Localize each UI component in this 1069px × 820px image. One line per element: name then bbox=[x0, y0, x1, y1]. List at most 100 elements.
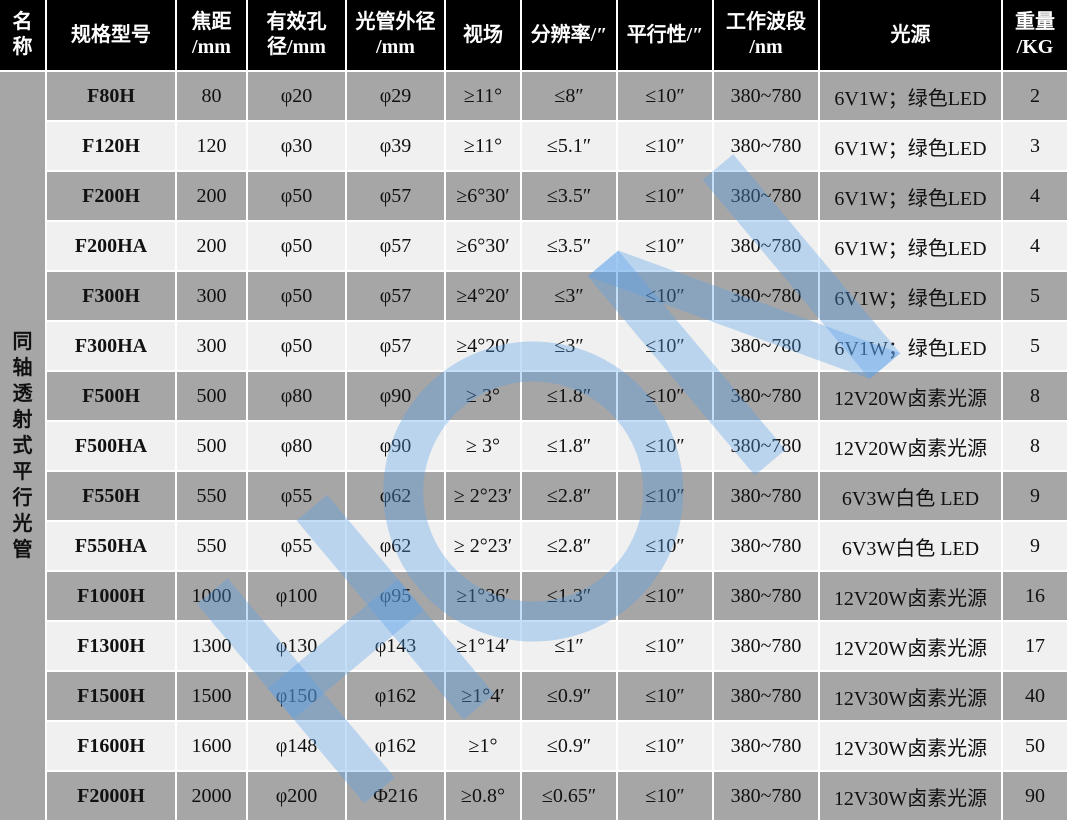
cell-parallelism: ≤10″ bbox=[618, 122, 712, 170]
cell-model: F2000H bbox=[47, 772, 175, 820]
cell-weight: 16 bbox=[1003, 572, 1067, 620]
cell-model: F550H bbox=[47, 472, 175, 520]
cell-focal-length: 200 bbox=[177, 172, 246, 220]
cell-weight: 5 bbox=[1003, 272, 1067, 320]
cell-model: F300H bbox=[47, 272, 175, 320]
cell-resolution: ≤1.3″ bbox=[522, 572, 616, 620]
cell-model: F80H bbox=[47, 72, 175, 120]
cell-resolution: ≤2.8″ bbox=[522, 522, 616, 570]
cell-field-of-view: ≥1°36′ bbox=[446, 572, 520, 620]
header-name: 名 称 bbox=[0, 0, 45, 70]
header-wavelength: 工作波段 /nm bbox=[714, 0, 818, 70]
cell-parallelism: ≤10″ bbox=[618, 722, 712, 770]
cell-parallelism: ≤10″ bbox=[618, 772, 712, 820]
cell-weight: 4 bbox=[1003, 222, 1067, 270]
cell-tube-diameter: φ57 bbox=[347, 322, 444, 370]
cell-tube-diameter: φ57 bbox=[347, 222, 444, 270]
cell-focal-length: 500 bbox=[177, 422, 246, 470]
cell-light-source: 12V20W卤素光源 bbox=[820, 422, 1001, 470]
cell-resolution: ≤3″ bbox=[522, 272, 616, 320]
cell-parallelism: ≤10″ bbox=[618, 522, 712, 570]
cell-focal-length: 1300 bbox=[177, 622, 246, 670]
cell-parallelism: ≤10″ bbox=[618, 172, 712, 220]
cell-tube-diameter: φ62 bbox=[347, 472, 444, 520]
cell-parallelism: ≤10″ bbox=[618, 372, 712, 420]
cell-focal-length: 500 bbox=[177, 372, 246, 420]
cell-tube-diameter: φ57 bbox=[347, 272, 444, 320]
cell-wavelength: 380~780 bbox=[714, 122, 818, 170]
cell-aperture: φ150 bbox=[248, 672, 345, 720]
cell-wavelength: 380~780 bbox=[714, 322, 818, 370]
cell-weight: 9 bbox=[1003, 522, 1067, 570]
cell-tube-diameter: φ39 bbox=[347, 122, 444, 170]
cell-field-of-view: ≥6°30′ bbox=[446, 172, 520, 220]
cell-light-source: 6V1W；绿色LED bbox=[820, 72, 1001, 120]
cell-aperture: φ50 bbox=[248, 222, 345, 270]
cell-focal-length: 550 bbox=[177, 522, 246, 570]
cell-resolution: ≤0.9″ bbox=[522, 722, 616, 770]
cell-parallelism: ≤10″ bbox=[618, 472, 712, 520]
cell-parallelism: ≤10″ bbox=[618, 222, 712, 270]
header-light-source: 光源 bbox=[820, 0, 1001, 70]
cell-aperture: φ80 bbox=[248, 422, 345, 470]
cell-resolution: ≤0.9″ bbox=[522, 672, 616, 720]
header-aperture: 有效孔 径/mm bbox=[248, 0, 345, 70]
cell-tube-diameter: φ29 bbox=[347, 72, 444, 120]
cell-light-source: 12V20W卤素光源 bbox=[820, 572, 1001, 620]
cell-aperture: φ55 bbox=[248, 522, 345, 570]
cell-resolution: ≤0.65″ bbox=[522, 772, 616, 820]
cell-resolution: ≤3.5″ bbox=[522, 222, 616, 270]
cell-field-of-view: ≥ 2°23′ bbox=[446, 522, 520, 570]
cell-light-source: 6V1W；绿色LED bbox=[820, 122, 1001, 170]
cell-resolution: ≤1.8″ bbox=[522, 372, 616, 420]
cell-model: F500H bbox=[47, 372, 175, 420]
cell-resolution: ≤8″ bbox=[522, 72, 616, 120]
cell-aperture: φ100 bbox=[248, 572, 345, 620]
cell-field-of-view: ≥1°14′ bbox=[446, 622, 520, 670]
cell-wavelength: 380~780 bbox=[714, 672, 818, 720]
cell-wavelength: 380~780 bbox=[714, 72, 818, 120]
cell-focal-length: 200 bbox=[177, 222, 246, 270]
cell-resolution: ≤1″ bbox=[522, 622, 616, 670]
cell-tube-diameter: Φ216 bbox=[347, 772, 444, 820]
cell-model: F1000H bbox=[47, 572, 175, 620]
cell-parallelism: ≤10″ bbox=[618, 672, 712, 720]
cell-parallelism: ≤10″ bbox=[618, 422, 712, 470]
category-name: 同轴透射式平行光管 bbox=[12, 331, 33, 561]
cell-field-of-view: ≥ 3° bbox=[446, 422, 520, 470]
cell-wavelength: 380~780 bbox=[714, 772, 818, 820]
cell-focal-length: 120 bbox=[177, 122, 246, 170]
cell-parallelism: ≤10″ bbox=[618, 622, 712, 670]
cell-aperture: φ30 bbox=[248, 122, 345, 170]
cell-light-source: 6V1W；绿色LED bbox=[820, 322, 1001, 370]
cell-tube-diameter: φ162 bbox=[347, 672, 444, 720]
header-tube-diameter: 光管外径 /mm bbox=[347, 0, 444, 70]
cell-aperture: φ20 bbox=[248, 72, 345, 120]
cell-focal-length: 1600 bbox=[177, 722, 246, 770]
cell-weight: 8 bbox=[1003, 422, 1067, 470]
cell-wavelength: 380~780 bbox=[714, 172, 818, 220]
cell-resolution: ≤3.5″ bbox=[522, 172, 616, 220]
cell-weight: 8 bbox=[1003, 372, 1067, 420]
cell-aperture: φ148 bbox=[248, 722, 345, 770]
cell-light-source: 12V30W卤素光源 bbox=[820, 772, 1001, 820]
cell-tube-diameter: φ57 bbox=[347, 172, 444, 220]
cell-focal-length: 1000 bbox=[177, 572, 246, 620]
cell-parallelism: ≤10″ bbox=[618, 322, 712, 370]
cell-light-source: 6V1W；绿色LED bbox=[820, 172, 1001, 220]
cell-parallelism: ≤10″ bbox=[618, 572, 712, 620]
header-model: 规格型号 bbox=[47, 0, 175, 70]
cell-weight: 2 bbox=[1003, 72, 1067, 120]
cell-focal-length: 300 bbox=[177, 322, 246, 370]
cell-tube-diameter: φ90 bbox=[347, 422, 444, 470]
cell-field-of-view: ≥11° bbox=[446, 122, 520, 170]
cell-weight: 17 bbox=[1003, 622, 1067, 670]
cell-weight: 3 bbox=[1003, 122, 1067, 170]
header-parallelism: 平行性/″ bbox=[618, 0, 712, 70]
cell-wavelength: 380~780 bbox=[714, 472, 818, 520]
cell-wavelength: 380~780 bbox=[714, 422, 818, 470]
cell-tube-diameter: φ90 bbox=[347, 372, 444, 420]
cell-focal-length: 2000 bbox=[177, 772, 246, 820]
cell-tube-diameter: φ62 bbox=[347, 522, 444, 570]
